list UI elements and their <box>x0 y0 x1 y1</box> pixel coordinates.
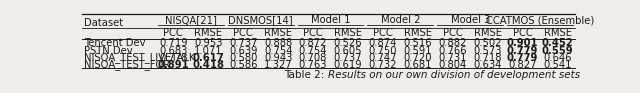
Text: 0.683: 0.683 <box>159 46 188 56</box>
Text: 0.617: 0.617 <box>193 53 224 63</box>
Text: DNSMOS[14]: DNSMOS[14] <box>228 15 293 25</box>
Text: RMSE: RMSE <box>474 28 502 38</box>
Text: Model 3: Model 3 <box>451 15 490 25</box>
Text: 0.901: 0.901 <box>507 38 538 48</box>
Text: 0.452: 0.452 <box>541 38 573 48</box>
Text: 0.639: 0.639 <box>229 46 257 56</box>
Text: 0.804: 0.804 <box>438 60 467 70</box>
Text: 1.071: 1.071 <box>194 46 223 56</box>
Text: 0.750: 0.750 <box>369 46 397 56</box>
Text: NISQA_TEST_LIVETALK: NISQA_TEST_LIVETALK <box>84 52 195 63</box>
Text: 0.586: 0.586 <box>229 60 257 70</box>
Text: 0.737: 0.737 <box>333 53 362 63</box>
Text: 0.779: 0.779 <box>507 46 538 56</box>
Text: 0.763: 0.763 <box>299 60 327 70</box>
Text: 0.953: 0.953 <box>194 38 223 48</box>
Text: 0.516: 0.516 <box>404 38 432 48</box>
Text: 0.754: 0.754 <box>299 46 327 56</box>
Text: RMSE: RMSE <box>404 28 432 38</box>
Text: 0.874: 0.874 <box>369 38 397 48</box>
Text: 1.327: 1.327 <box>264 60 292 70</box>
Text: 0.719: 0.719 <box>159 38 188 48</box>
Text: 0.418: 0.418 <box>192 60 224 70</box>
Text: 0.580: 0.580 <box>229 53 257 63</box>
Text: Table 2:: Table 2: <box>284 70 328 80</box>
Text: 0.634: 0.634 <box>474 60 502 70</box>
Text: 0.591: 0.591 <box>404 46 432 56</box>
Text: RMSE: RMSE <box>195 28 222 38</box>
Text: 0.872: 0.872 <box>299 38 327 48</box>
Text: Dataset: Dataset <box>84 18 123 28</box>
Text: NISQA_TEST_FOR: NISQA_TEST_FOR <box>84 59 170 70</box>
Text: 0.778: 0.778 <box>159 53 188 63</box>
Text: 0.827: 0.827 <box>508 60 537 70</box>
Text: 0.779: 0.779 <box>507 53 538 63</box>
Text: PCC: PCC <box>303 28 323 38</box>
Text: 0.720: 0.720 <box>404 53 432 63</box>
Text: CCATMOS (Ensemble): CCATMOS (Ensemble) <box>486 15 594 25</box>
Text: RMSE: RMSE <box>264 28 292 38</box>
Text: PCC: PCC <box>234 28 253 38</box>
Text: PSTN Dev: PSTN Dev <box>84 46 132 56</box>
Text: 0.541: 0.541 <box>543 60 572 70</box>
Text: 0.708: 0.708 <box>299 53 327 63</box>
Text: 0.766: 0.766 <box>438 46 467 56</box>
Text: 0.891: 0.891 <box>157 60 189 70</box>
Text: Model 2: Model 2 <box>381 15 420 25</box>
Text: 0.573: 0.573 <box>474 46 502 56</box>
Text: RMSE: RMSE <box>334 28 362 38</box>
Text: 0.731: 0.731 <box>438 53 467 63</box>
Text: Tencent Dev: Tencent Dev <box>84 38 145 48</box>
Text: 0.559: 0.559 <box>541 46 573 56</box>
Text: PCC: PCC <box>443 28 463 38</box>
Text: 0.732: 0.732 <box>369 60 397 70</box>
Text: 0.718: 0.718 <box>474 53 502 63</box>
Text: PCC: PCC <box>163 28 183 38</box>
Text: 0.888: 0.888 <box>264 38 292 48</box>
Text: 0.681: 0.681 <box>404 60 432 70</box>
Text: 0.526: 0.526 <box>333 38 362 48</box>
Text: Results on our own division of development sets: Results on our own division of developme… <box>328 70 580 80</box>
Text: 0.619: 0.619 <box>333 60 362 70</box>
Text: PCC: PCC <box>513 28 532 38</box>
Text: RMSE: RMSE <box>543 28 572 38</box>
Text: NISQA[21]: NISQA[21] <box>165 15 217 25</box>
Text: 0.882: 0.882 <box>438 38 467 48</box>
Text: 0.737: 0.737 <box>229 38 257 48</box>
Text: 0.646: 0.646 <box>543 53 572 63</box>
Text: Model 1: Model 1 <box>311 15 350 25</box>
Text: 0.747: 0.747 <box>369 53 397 63</box>
Text: 0.502: 0.502 <box>474 38 502 48</box>
Text: 0.754: 0.754 <box>264 46 292 56</box>
Text: PCC: PCC <box>373 28 393 38</box>
Text: 0.943: 0.943 <box>264 53 292 63</box>
Text: 0.605: 0.605 <box>333 46 362 56</box>
